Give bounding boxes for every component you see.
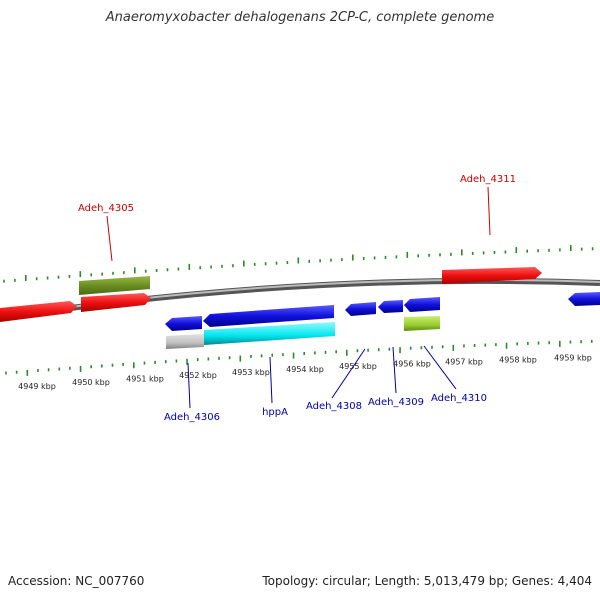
adeh-4309-leader bbox=[392, 346, 397, 394]
adeh-4308-leader bbox=[331, 348, 366, 399]
rna-adeh-4310[interactable] bbox=[404, 316, 440, 331]
rna-hppA[interactable] bbox=[204, 322, 335, 345]
adeh-4311-leader bbox=[487, 186, 491, 236]
scale-label: 4954 kbp bbox=[286, 365, 324, 374]
reverse-gene-right-edge[interactable] bbox=[568, 292, 600, 306]
reverse-gene-adeh-4309[interactable] bbox=[378, 300, 403, 313]
scale-label: 4958 kbp bbox=[499, 355, 537, 364]
adeh-4309-label[interactable]: Adeh_4309 bbox=[368, 397, 424, 408]
rna-adeh-4306[interactable] bbox=[166, 334, 204, 349]
reverse-gene-hppA[interactable] bbox=[203, 305, 334, 327]
forward-tick-ring bbox=[3, 245, 594, 283]
scale-label: 4953 kbp bbox=[232, 368, 270, 377]
forward-gene-adeh-4305[interactable] bbox=[79, 276, 150, 295]
adeh-4308-label[interactable]: Adeh_4308 bbox=[306, 401, 362, 412]
reverse-gene-adeh-4310[interactable] bbox=[404, 297, 440, 312]
reverse-gene-adeh-4308[interactable] bbox=[345, 302, 376, 316]
scale-label: 4950 kbp bbox=[72, 378, 110, 387]
adeh-4306-label[interactable]: Adeh_4306 bbox=[164, 412, 220, 423]
adeh-4305-label[interactable]: Adeh_4305 bbox=[78, 203, 134, 214]
map-title: Anaeromyxobacter dehalogenans 2CP-C, com… bbox=[105, 10, 495, 25]
scale-label: 4951 kbp bbox=[126, 375, 164, 384]
reverse-tick-ring bbox=[5, 339, 593, 376]
scale-label: 4949 kbp bbox=[18, 382, 56, 391]
forward-gene-adeh-4311[interactable] bbox=[442, 267, 542, 284]
genome-summary-text: Topology: circular; Length: 5,013,479 bp… bbox=[262, 574, 592, 588]
scale-label: 4959 kbp bbox=[554, 353, 592, 362]
scale-label: 4957 kbp bbox=[445, 357, 483, 366]
adeh-4306-leader bbox=[187, 362, 191, 409]
forward-gene-2[interactable] bbox=[81, 293, 151, 312]
scale-label: 4955 kbp bbox=[339, 362, 377, 371]
forward-gene-1[interactable] bbox=[0, 301, 77, 322]
scale-label: 4956 kbp bbox=[393, 360, 431, 369]
adeh-4310-leader bbox=[423, 345, 457, 390]
adeh-4305-leader bbox=[106, 215, 113, 262]
accession-text: Accession: NC_007760 bbox=[8, 574, 145, 588]
reverse-gene-adeh-4306[interactable] bbox=[165, 316, 202, 331]
scale-label: 4952 kbp bbox=[179, 371, 217, 380]
adeh-4310-label[interactable]: Adeh_4310 bbox=[431, 393, 487, 404]
hppA-leader bbox=[269, 356, 273, 404]
hppA-label[interactable]: hppA bbox=[262, 407, 288, 418]
adeh-4311-label[interactable]: Adeh_4311 bbox=[460, 174, 516, 185]
scale-labels: 4949 kbp 4950 kbp 4951 kbp 4952 kbp 4953 kbp… bbox=[18, 353, 592, 391]
